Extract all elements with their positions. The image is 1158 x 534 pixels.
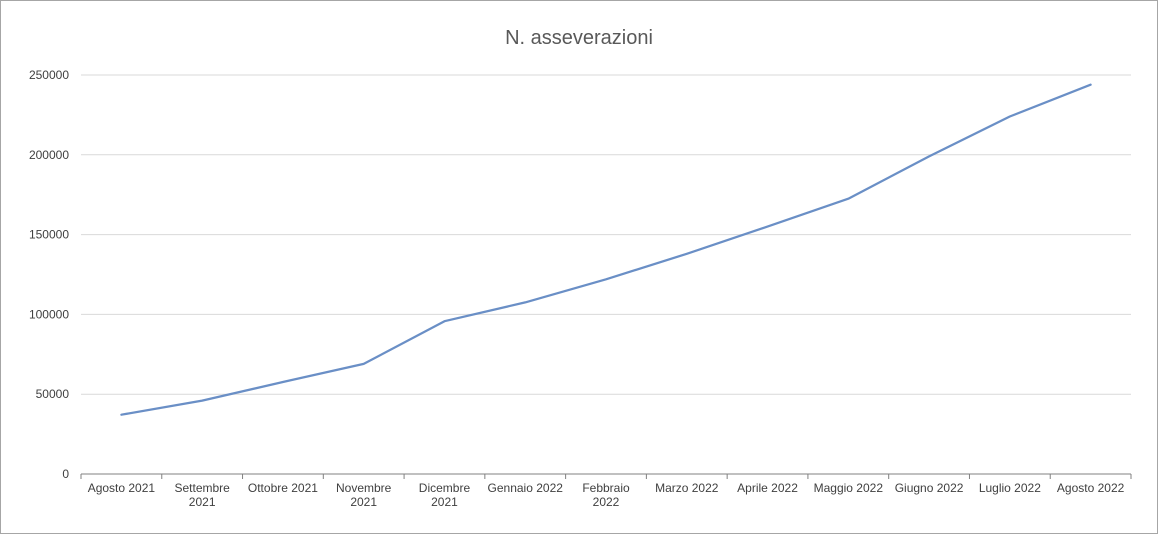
x-axis: Agosto 2021 Settembre 2021 Ottobre 2021 Nove… [80, 473, 1132, 509]
gridlines [81, 74, 1131, 395]
x-tick-label: Aprile 2022 [737, 481, 798, 495]
y-tick-label: 0 [62, 467, 69, 481]
x-tick-label: Dicembre 2021 [419, 481, 471, 509]
y-tick-label: 150000 [29, 228, 69, 242]
y-tick-label: 100000 [29, 307, 69, 321]
series-line [120, 83, 1092, 416]
x-tick-label: Luglio 2022 [979, 481, 1041, 495]
y-tick-label: 50000 [36, 387, 70, 401]
x-tick-label: Gennaio 2022 [488, 481, 564, 495]
series-layer [120, 83, 1092, 416]
x-tick-label: Marzo 2022 [655, 481, 719, 495]
y-tick-label: 200000 [29, 148, 69, 162]
x-tick-label: Novembre 2021 [336, 481, 392, 509]
x-tick-label: Maggio 2022 [814, 481, 884, 495]
y-axis: 0 50000 100000 150000 200000 250000 [29, 68, 69, 481]
x-tick-label: Febbraio 2022 [582, 481, 630, 509]
x-tick-label: Agosto 2022 [1057, 481, 1125, 495]
x-tick-label: Settembre 2021 [174, 481, 230, 509]
y-tick-label: 250000 [29, 68, 69, 82]
chart-title: N. asseverazioni [505, 27, 653, 49]
x-tick-label: Agosto 2021 [88, 481, 156, 495]
x-tick-label: Ottobre 2021 [248, 481, 318, 495]
x-tick-label: Giugno 2022 [895, 481, 964, 495]
